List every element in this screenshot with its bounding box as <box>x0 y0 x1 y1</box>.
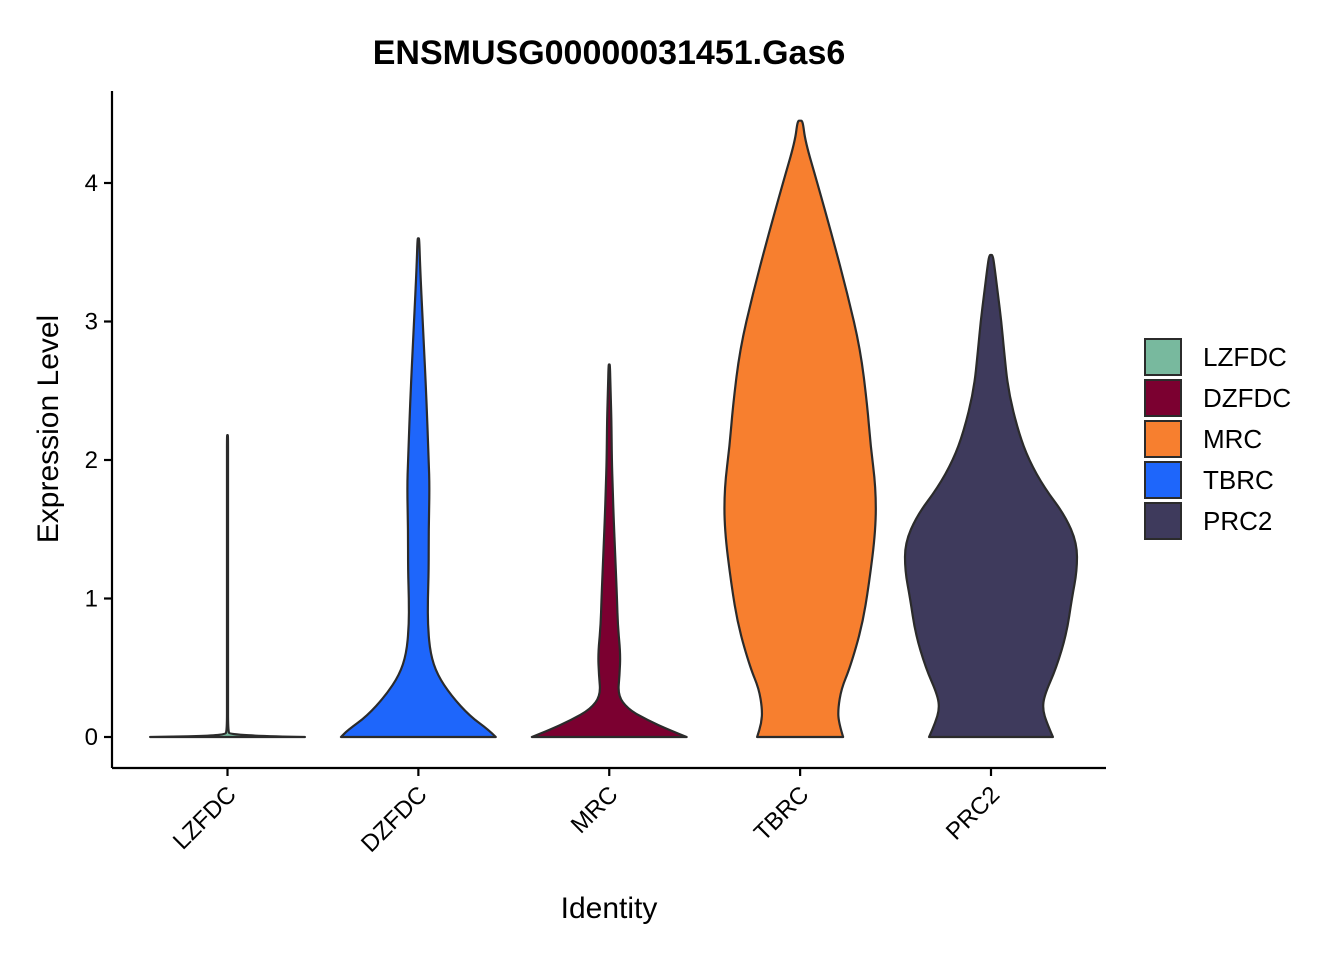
y-tick-label: 2 <box>85 447 98 474</box>
chart-title: ENSMUSG00000031451.Gas6 <box>373 34 846 72</box>
violin-lzfdc <box>149 433 306 739</box>
violin-mrc <box>530 363 688 739</box>
y-tick-label: 0 <box>85 724 98 751</box>
x-axis-title: Identity <box>561 892 658 925</box>
violins-layer <box>149 119 1079 739</box>
legend-label-dzfdc: DZFDC <box>1203 383 1291 413</box>
violin-tbrc <box>723 119 877 739</box>
legend-label-prc2: PRC2 <box>1203 506 1272 536</box>
y-ticks: 0 1 2 3 4 <box>85 170 112 751</box>
legend-label-tbrc: TBRC <box>1203 465 1274 495</box>
legend-swatch-tbrc <box>1144 461 1182 499</box>
x-ticks: LZFDC DZFDC MRC TBRC PRC2 <box>168 768 1005 858</box>
legend: LZFDC DZFDC MRC TBRC PRC2 <box>1144 338 1291 540</box>
x-tick-label: PRC2 <box>941 781 1005 845</box>
legend-swatch-mrc <box>1144 420 1182 458</box>
legend-swatch-prc2 <box>1144 502 1182 540</box>
y-tick-label: 3 <box>85 309 98 336</box>
y-tick-label: 4 <box>85 170 98 197</box>
y-axis-title: Expression Level <box>32 315 65 543</box>
legend-label-mrc: MRC <box>1203 424 1262 454</box>
violin-prc2 <box>903 253 1079 739</box>
x-tick-label: LZFDC <box>168 781 242 855</box>
x-tick-label: MRC <box>566 781 624 839</box>
y-tick-label: 1 <box>85 586 98 613</box>
legend-swatch-dzfdc <box>1144 379 1182 417</box>
legend-swatch-lzfdc <box>1144 338 1182 376</box>
legend-label-lzfdc: LZFDC <box>1203 342 1287 372</box>
x-tick-label: TBRC <box>749 781 814 846</box>
x-tick-label: DZFDC <box>356 781 433 858</box>
violin-dzfdc <box>339 237 497 739</box>
